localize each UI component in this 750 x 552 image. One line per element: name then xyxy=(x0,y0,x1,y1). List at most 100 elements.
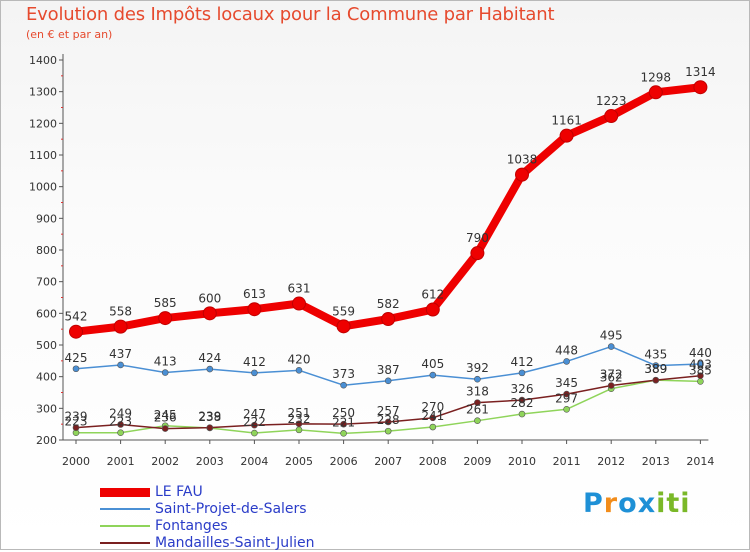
chart-series-layer xyxy=(69,80,708,437)
point-fontanges-2009 xyxy=(474,417,481,424)
point-mandailles-saint-julien-2003 xyxy=(206,424,214,431)
data-label-saint-projet-de-salers-2004: 412 xyxy=(243,355,266,369)
data-label-mandailles-saint-julien-2005: 251 xyxy=(288,406,311,420)
point-mandailles-saint-julien-2000 xyxy=(72,424,80,431)
legend-item-le-fau: LE FAU xyxy=(100,484,400,501)
point-saint-projet-de-salers-2000 xyxy=(72,365,80,373)
point-le-fau-2008 xyxy=(425,302,440,317)
x-tick-label-2011: 2011 xyxy=(553,455,581,468)
data-label-fontanges-2010: 282 xyxy=(511,396,534,410)
data-label-fontanges-2012: 362 xyxy=(600,371,623,385)
legend-item-saint-projet-de-salers: Saint-Projet-de-Salers xyxy=(100,501,400,518)
legend-swatch-mandailles-saint-julien xyxy=(100,542,150,544)
x-tick-label-2005: 2005 xyxy=(285,455,313,468)
point-mandailles-saint-julien-2011 xyxy=(563,390,570,398)
data-label-mandailles-saint-julien-2014: 403 xyxy=(689,358,712,372)
chart-subtitle: (en € et par an) xyxy=(26,28,113,41)
data-label-fontanges-2001: 223 xyxy=(109,415,132,429)
series-saint-projet-de-salers xyxy=(72,343,704,389)
data-label-saint-projet-de-salers-2006: 373 xyxy=(332,367,355,381)
point-saint-projet-de-salers-2005 xyxy=(295,367,303,374)
point-le-fau-2007 xyxy=(381,312,396,327)
data-label-saint-projet-de-salers-2005: 420 xyxy=(288,352,311,366)
x-tick-label-2002: 2002 xyxy=(151,455,179,468)
legend-swatch-saint-projet-de-salers xyxy=(100,508,150,510)
point-le-fau-2009 xyxy=(470,246,485,261)
point-le-fau-2010 xyxy=(515,167,529,182)
point-fontanges-2005 xyxy=(295,426,303,434)
data-label-le-fau-2009: 790 xyxy=(466,231,489,245)
point-mandailles-saint-julien-2013 xyxy=(652,376,660,384)
point-mandailles-saint-julien-2006 xyxy=(340,420,347,428)
data-label-le-fau-2014: 1314 xyxy=(685,65,716,79)
data-label-saint-projet-de-salers-2014: 440 xyxy=(689,346,712,360)
data-label-le-fau-2000: 542 xyxy=(65,310,88,324)
data-label-le-fau-2003: 600 xyxy=(198,291,221,305)
data-label-fontanges-2014: 385 xyxy=(689,363,712,377)
point-mandailles-saint-julien-2005 xyxy=(295,420,303,428)
data-label-le-fau-2002: 585 xyxy=(154,296,177,310)
point-saint-projet-de-salers-2013 xyxy=(652,362,660,369)
y-tick-label-1100: 1100 xyxy=(29,149,57,162)
point-mandailles-saint-julien-2014 xyxy=(697,372,704,380)
x-tick-label-2006: 2006 xyxy=(330,455,358,468)
point-saint-projet-de-salers-2006 xyxy=(340,381,347,389)
logo-letter: r xyxy=(603,488,619,519)
data-label-le-fau-2011: 1161 xyxy=(551,114,582,128)
data-label-mandailles-saint-julien-2011: 345 xyxy=(555,376,578,390)
data-label-le-fau-2004: 613 xyxy=(243,287,266,301)
series-mandailles-saint-julien xyxy=(72,372,704,432)
data-label-fontanges-2008: 241 xyxy=(421,409,444,423)
x-tick-label-2003: 2003 xyxy=(196,455,224,468)
y-tick-label-700: 700 xyxy=(36,276,57,289)
chart-data-labels: 542 558 585 600 613 631 559 582 612 790 1038 1161 12… xyxy=(65,65,716,429)
data-label-saint-projet-de-salers-2012: 495 xyxy=(600,329,623,343)
data-label-mandailles-saint-julien-2008: 270 xyxy=(421,400,444,414)
point-saint-projet-de-salers-2014 xyxy=(697,360,704,368)
series-line-le-fau xyxy=(72,83,705,336)
data-label-mandailles-saint-julien-2013: 389 xyxy=(644,362,667,376)
x-tick-label-2010: 2010 xyxy=(508,455,536,468)
x-tick-label-2001: 2001 xyxy=(107,455,135,468)
point-fontanges-2014 xyxy=(697,378,704,385)
point-le-fau-2005 xyxy=(292,296,306,311)
legend-label-le-fau: LE FAU xyxy=(155,484,203,500)
point-le-fau-2004 xyxy=(247,302,262,317)
data-label-mandailles-saint-julien-2006: 250 xyxy=(332,406,355,420)
logo-letter: x xyxy=(637,488,657,519)
legend-item-mandailles-saint-julien: Mandailles-Saint-Julien xyxy=(100,535,400,552)
data-label-le-fau-2001: 558 xyxy=(109,305,132,319)
point-le-fau-2012 xyxy=(604,109,619,124)
point-saint-projet-de-salers-2003 xyxy=(206,365,214,373)
logo-letter: t xyxy=(666,488,681,519)
data-label-fontanges-2011: 297 xyxy=(555,391,578,405)
chart-title: Evolution des Impôts locaux pour la Comm… xyxy=(26,4,555,25)
data-label-mandailles-saint-julien-2003: 239 xyxy=(198,410,221,424)
point-mandailles-saint-julien-2008 xyxy=(429,414,437,422)
y-tick-label-200: 200 xyxy=(36,434,57,447)
legend-label-fontanges: Fontanges xyxy=(155,518,228,534)
point-fontanges-2011 xyxy=(563,405,570,413)
y-tick-label-800: 800 xyxy=(36,244,57,257)
point-mandailles-saint-julien-2007 xyxy=(384,418,392,426)
data-label-saint-projet-de-salers-2010: 412 xyxy=(511,355,534,369)
data-label-le-fau-2007: 582 xyxy=(377,297,400,311)
data-label-mandailles-saint-julien-2009: 318 xyxy=(466,385,489,399)
y-tick-label-900: 900 xyxy=(36,212,57,225)
data-label-le-fau-2005: 631 xyxy=(288,282,311,296)
point-fontanges-2001 xyxy=(117,429,124,437)
legend-item-fontanges: Fontanges xyxy=(100,518,400,535)
point-mandailles-saint-julien-2001 xyxy=(117,421,124,428)
point-mandailles-saint-julien-2004 xyxy=(251,421,258,429)
data-label-le-fau-2008: 612 xyxy=(421,288,444,302)
data-label-fontanges-2002: 245 xyxy=(154,408,177,422)
y-tick-label-500: 500 xyxy=(36,339,57,352)
data-label-saint-projet-de-salers-2001: 437 xyxy=(109,347,132,361)
point-saint-projet-de-salers-2010 xyxy=(518,369,526,377)
x-tick-label-2004: 2004 xyxy=(240,455,268,468)
data-label-mandailles-saint-julien-2002: 236 xyxy=(154,411,177,425)
chart-legend: LE FAU Saint-Projet-de-Salers Fontanges Man… xyxy=(100,484,400,552)
legend-label-saint-projet-de-salers: Saint-Projet-de-Salers xyxy=(155,501,307,517)
data-label-fontanges-2003: 238 xyxy=(198,410,221,424)
